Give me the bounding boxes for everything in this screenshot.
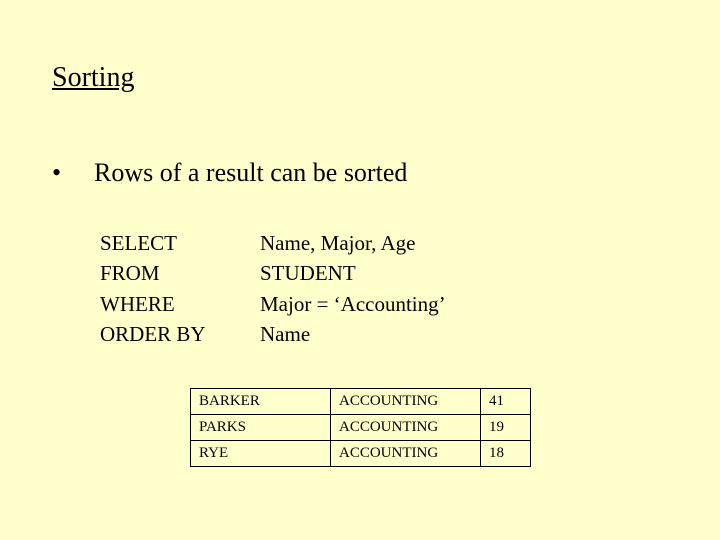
table-cell: ACCOUNTING [331,389,481,415]
table-cell: ACCOUNTING [331,415,481,441]
bullet-marker-icon: • [52,158,94,188]
sql-keyword: FROM [100,258,260,288]
table-cell: RYE [191,441,331,467]
sql-keyword: ORDER BY [100,319,260,349]
sql-row: WHERE Major = ‘Accounting’ [100,289,446,319]
sql-row: FROM STUDENT [100,258,446,288]
sql-row: ORDER BY Name [100,319,446,349]
sql-keyword: SELECT [100,228,260,258]
bullet-text: Rows of a result can be sorted [94,158,407,187]
table-cell: PARKS [191,415,331,441]
sql-clause: Name, Major, Age [260,228,415,258]
sql-clause: Name [260,319,310,349]
table-row: BARKER ACCOUNTING 41 [191,389,531,415]
slide-title: Sorting [52,62,134,94]
table-cell: BARKER [191,389,331,415]
table-row: PARKS ACCOUNTING 19 [191,415,531,441]
table-row: RYE ACCOUNTING 18 [191,441,531,467]
table-cell: ACCOUNTING [331,441,481,467]
sql-clause: Major = ‘Accounting’ [260,289,446,319]
sql-row: SELECT Name, Major, Age [100,228,446,258]
sql-keyword: WHERE [100,289,260,319]
table-cell: 18 [481,441,531,467]
table-cell: 41 [481,389,531,415]
result-table: BARKER ACCOUNTING 41 PARKS ACCOUNTING 19… [190,388,531,467]
sql-clause: STUDENT [260,258,356,288]
sql-block: SELECT Name, Major, Age FROM STUDENT WHE… [100,228,446,350]
bullet-item: •Rows of a result can be sorted [52,158,407,188]
table-cell: 19 [481,415,531,441]
